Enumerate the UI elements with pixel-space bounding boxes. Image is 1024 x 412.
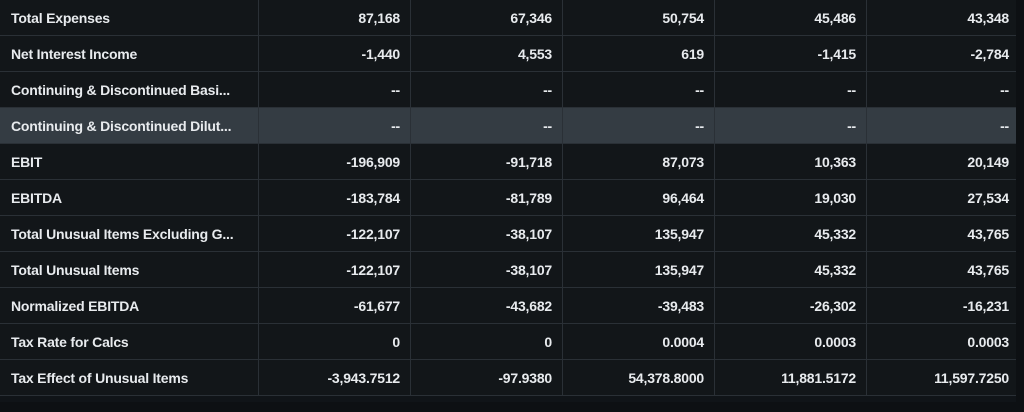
table-cell: -196,909 xyxy=(259,144,411,179)
table-row[interactable]: Continuing & Discontinued Basi... -- -- … xyxy=(0,72,1016,108)
table-cell: -- xyxy=(411,108,563,143)
row-label: Tax Effect of Unusual Items xyxy=(0,360,259,395)
table-row-highlighted[interactable]: Continuing & Discontinued Dilut... -- --… xyxy=(0,108,1016,144)
financials-table: Total Expenses 87,168 67,346 50,754 45,4… xyxy=(0,0,1016,396)
table-cell: 27,534 xyxy=(967,189,1009,206)
table-cell: -91,718 xyxy=(411,144,563,179)
table-cell: -- xyxy=(1000,117,1009,134)
table-cell: 11,597.7250 xyxy=(934,369,1009,386)
table-cell: -- xyxy=(715,108,867,143)
table-cell: 67,346 xyxy=(411,0,563,35)
table-cell: 135,947 xyxy=(563,252,715,287)
table-row[interactable]: Tax Rate for Calcs 0 0 0.0004 0.0003 0.0… xyxy=(0,324,1016,360)
table-cell: 96,464 xyxy=(563,180,715,215)
table-cell: -81,789 xyxy=(411,180,563,215)
table-cell: -- xyxy=(259,72,411,107)
row-label: Continuing & Discontinued Basi... xyxy=(0,72,259,107)
table-cell: 54,378.8000 xyxy=(563,360,715,395)
table-cell: 619 xyxy=(563,36,715,71)
table-cell: 0.0003 xyxy=(715,324,867,359)
table-cell: 4,553 xyxy=(411,36,563,71)
table-cell: 50,754 xyxy=(563,0,715,35)
table-cell: -1,440 xyxy=(259,36,411,71)
table-cell: 20,149 xyxy=(967,153,1009,170)
row-label: Tax Rate for Calcs xyxy=(0,324,259,359)
table-cell: -2,784 xyxy=(970,45,1010,62)
table-cell: -61,677 xyxy=(259,288,411,323)
row-label: Normalized EBITDA xyxy=(0,288,259,323)
table-cell: -- xyxy=(411,72,563,107)
table-cell: -183,784 xyxy=(259,180,411,215)
row-label: Continuing & Discontinued Dilut... xyxy=(0,108,259,143)
scroll-gutter xyxy=(1016,0,1024,412)
table-cell: -1,415 xyxy=(715,36,867,71)
table-cell: 135,947 xyxy=(563,216,715,251)
table-cell: 19,030 xyxy=(715,180,867,215)
table-cell: -26,302 xyxy=(715,288,867,323)
table-cell: 87,168 xyxy=(259,0,411,35)
row-label: Total Unusual Items Excluding G... xyxy=(0,216,259,251)
table-row[interactable]: Normalized EBITDA -61,677 -43,682 -39,48… xyxy=(0,288,1016,324)
row-label: Total Expenses xyxy=(0,0,259,35)
table-row[interactable]: Net Interest Income -1,440 4,553 619 -1,… xyxy=(0,36,1016,72)
table-row[interactable]: EBIT -196,909 -91,718 87,073 10,363 20,1… xyxy=(0,144,1016,180)
table-row[interactable]: Total Unusual Items Excluding G... -122,… xyxy=(0,216,1016,252)
table-cell: -16,231 xyxy=(962,297,1009,314)
table-cell: -3,943.7512 xyxy=(259,360,411,395)
row-label: EBIT xyxy=(0,144,259,179)
table-cell: -38,107 xyxy=(411,252,563,287)
table-cell: 0 xyxy=(259,324,411,359)
table-cell: 10,363 xyxy=(715,144,867,179)
table-row[interactable]: EBITDA -183,784 -81,789 96,464 19,030 27… xyxy=(0,180,1016,216)
table-cell: -122,107 xyxy=(259,252,411,287)
table-cell: -38,107 xyxy=(411,216,563,251)
table-cell: 11,881.5172 xyxy=(715,360,867,395)
table-cell: -122,107 xyxy=(259,216,411,251)
table-cell: 45,486 xyxy=(715,0,867,35)
table-cell: 43,765 xyxy=(967,261,1009,278)
table-cell: 0.0004 xyxy=(563,324,715,359)
table-cell: 0 xyxy=(411,324,563,359)
table-cell: -- xyxy=(563,72,715,107)
row-label: Total Unusual Items xyxy=(0,252,259,287)
table-cell: 43,765 xyxy=(967,225,1009,242)
row-label: Net Interest Income xyxy=(0,36,259,71)
table-bottom-edge xyxy=(0,402,1024,412)
table-row[interactable]: Total Unusual Items -122,107 -38,107 135… xyxy=(0,252,1016,288)
table-cell: -- xyxy=(563,108,715,143)
table-cell: -97.9380 xyxy=(411,360,563,395)
table-cell: -- xyxy=(1000,81,1009,98)
table-cell: -39,483 xyxy=(563,288,715,323)
table-cell: -43,682 xyxy=(411,288,563,323)
table-cell: 45,332 xyxy=(715,216,867,251)
table-cell: 45,332 xyxy=(715,252,867,287)
table-cell: 43,348 xyxy=(967,9,1009,26)
table-cell: 87,073 xyxy=(563,144,715,179)
table-row[interactable]: Total Expenses 87,168 67,346 50,754 45,4… xyxy=(0,0,1016,36)
table-row[interactable]: Tax Effect of Unusual Items -3,943.7512 … xyxy=(0,360,1016,396)
row-label: EBITDA xyxy=(0,180,259,215)
table-cell: 0.0003 xyxy=(967,333,1009,350)
table-cell: -- xyxy=(715,72,867,107)
table-cell: -- xyxy=(259,108,411,143)
